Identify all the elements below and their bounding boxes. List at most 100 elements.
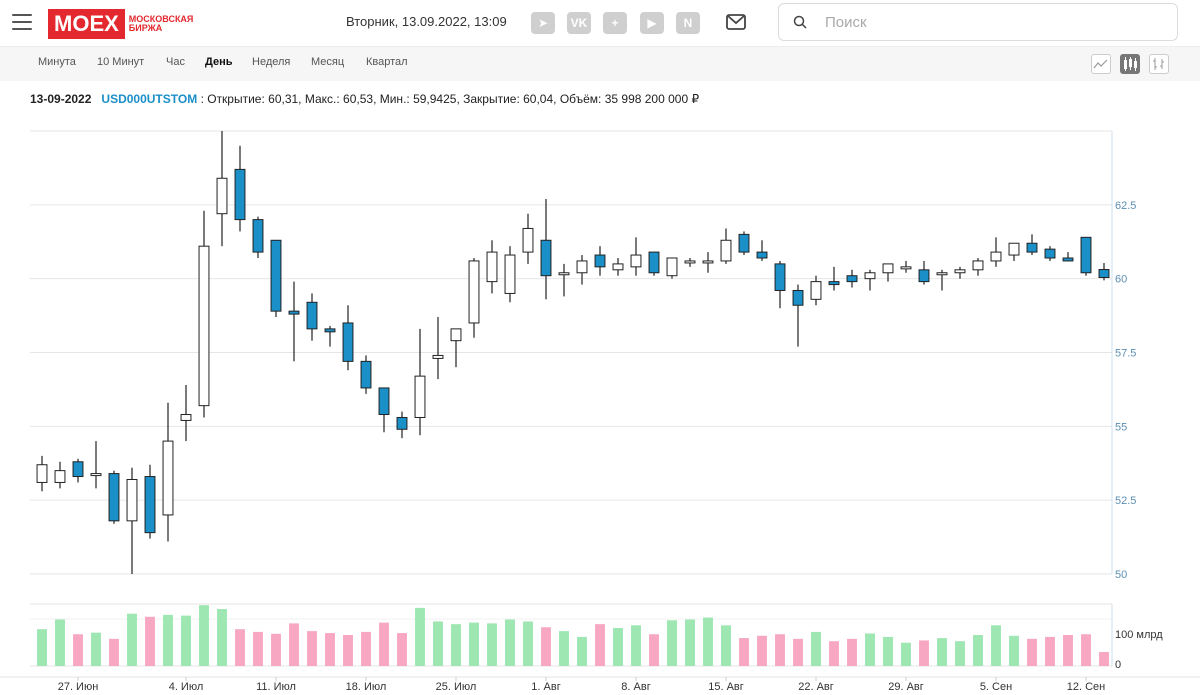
candle-body[interactable] xyxy=(882,263,894,274)
candle-body[interactable] xyxy=(414,375,426,418)
candle-body[interactable] xyxy=(666,257,678,277)
candle-body[interactable] xyxy=(1026,242,1038,253)
volume-bar xyxy=(127,613,137,666)
line-chart-icon[interactable] xyxy=(1091,54,1111,74)
candle-body[interactable] xyxy=(486,251,498,283)
candle-body[interactable] xyxy=(774,263,786,291)
candle-body[interactable] xyxy=(1080,236,1092,274)
candle-body[interactable] xyxy=(558,272,570,276)
candle-body[interactable] xyxy=(1008,242,1020,256)
candle-body[interactable] xyxy=(288,310,300,315)
tab-2[interactable]: Час xyxy=(166,56,185,68)
candle-body[interactable] xyxy=(72,461,84,478)
vk-icon[interactable]: VK xyxy=(567,12,591,34)
candle-body[interactable] xyxy=(630,254,642,268)
candle-body[interactable] xyxy=(828,281,840,286)
candle-body[interactable] xyxy=(810,281,822,300)
candle-body[interactable] xyxy=(900,266,912,270)
candle-body[interactable] xyxy=(216,177,228,215)
volume-bar xyxy=(577,636,587,666)
candle-body[interactable] xyxy=(612,263,624,271)
volume-bar xyxy=(559,631,569,666)
candle-body[interactable] xyxy=(720,239,732,262)
candle-body[interactable] xyxy=(756,251,768,259)
menu-icon[interactable] xyxy=(12,14,32,30)
candle-body[interactable] xyxy=(306,301,318,330)
tab-5[interactable]: Месяц xyxy=(311,56,345,68)
candle-body[interactable] xyxy=(648,251,660,274)
candle-body[interactable] xyxy=(468,260,480,324)
candle-body[interactable] xyxy=(936,272,948,276)
volume-bar xyxy=(667,620,677,666)
candle-body[interactable] xyxy=(540,239,552,277)
odnoklassniki-icon[interactable]: + xyxy=(603,12,627,34)
search-icon xyxy=(793,15,807,29)
candle-body[interactable] xyxy=(234,168,246,221)
candle-body[interactable] xyxy=(792,289,804,306)
tab-1[interactable]: 10 Минут xyxy=(97,56,145,68)
candle-body[interactable] xyxy=(252,219,264,253)
volume-bar xyxy=(1099,652,1109,666)
volume-bar xyxy=(487,623,497,666)
volume-bar xyxy=(973,635,983,666)
candle-body[interactable] xyxy=(990,251,1002,262)
candle-body[interactable] xyxy=(504,254,516,294)
ohlc-chart-icon[interactable] xyxy=(1149,54,1169,74)
candle-body[interactable] xyxy=(702,260,714,264)
candle-body[interactable] xyxy=(738,233,750,253)
tab-6[interactable]: Квартал xyxy=(366,56,408,68)
mail-icon[interactable] xyxy=(726,13,746,31)
tab-4[interactable]: Неделя xyxy=(252,56,291,68)
candle-body[interactable] xyxy=(522,227,534,253)
candlestick-chart-icon[interactable] xyxy=(1120,54,1140,74)
candle-body[interactable] xyxy=(324,328,336,333)
volume-bar xyxy=(991,625,1001,666)
candle-body[interactable] xyxy=(846,275,858,283)
info-ticker[interactable]: USD000UTSTOM xyxy=(101,92,198,106)
x-tick-label: 18. Июл xyxy=(346,681,387,693)
youtube-icon[interactable]: ▶ xyxy=(640,12,664,34)
candle-body[interactable] xyxy=(378,387,390,416)
candle-body[interactable] xyxy=(594,254,606,268)
volume-bar xyxy=(1045,636,1055,666)
candle-body[interactable] xyxy=(144,476,156,534)
candle-body[interactable] xyxy=(684,260,696,264)
candle-body[interactable] xyxy=(1062,257,1074,262)
volume-bar xyxy=(307,631,317,666)
candle-body[interactable] xyxy=(954,269,966,274)
candle-body[interactable] xyxy=(360,360,372,389)
candle-body[interactable] xyxy=(198,245,210,407)
candle-body[interactable] xyxy=(864,272,876,280)
candle-body[interactable] xyxy=(36,464,48,483)
candle-body[interactable] xyxy=(918,269,930,283)
volume-bar xyxy=(829,641,839,666)
candle-body[interactable] xyxy=(396,416,408,430)
volume-bar xyxy=(343,635,353,666)
candle-body[interactable] xyxy=(162,440,174,516)
candle-body[interactable] xyxy=(450,328,462,342)
info-date: 13-09-2022 xyxy=(30,92,92,106)
news-icon[interactable]: N xyxy=(676,12,700,34)
tab-0[interactable]: Минута xyxy=(38,56,76,68)
candle-body[interactable] xyxy=(54,470,66,483)
volume-bar xyxy=(1027,638,1037,666)
volume-bar xyxy=(937,638,947,666)
candle-body[interactable] xyxy=(972,260,984,271)
search-box[interactable] xyxy=(778,3,1178,41)
candle-body[interactable] xyxy=(90,473,102,477)
search-input[interactable] xyxy=(823,13,1157,32)
candle-body[interactable] xyxy=(270,239,282,312)
moex-logo[interactable]: MOEX МОСКОВСКАЯ БИРЖА xyxy=(48,9,209,39)
candle-body[interactable] xyxy=(342,322,354,362)
candle-body[interactable] xyxy=(1044,248,1056,259)
candle-body[interactable] xyxy=(108,473,120,522)
x-tick-label: 11. Июл xyxy=(256,681,296,693)
telegram-icon[interactable]: ➤ xyxy=(531,12,555,34)
candle-body[interactable] xyxy=(432,354,444,359)
candle-body[interactable] xyxy=(180,414,192,421)
logo-sub: МОСКОВСКАЯ БИРЖА xyxy=(128,14,194,33)
candle-body[interactable] xyxy=(576,260,588,274)
candle-body[interactable] xyxy=(1098,269,1110,278)
candle-body[interactable] xyxy=(126,478,138,522)
